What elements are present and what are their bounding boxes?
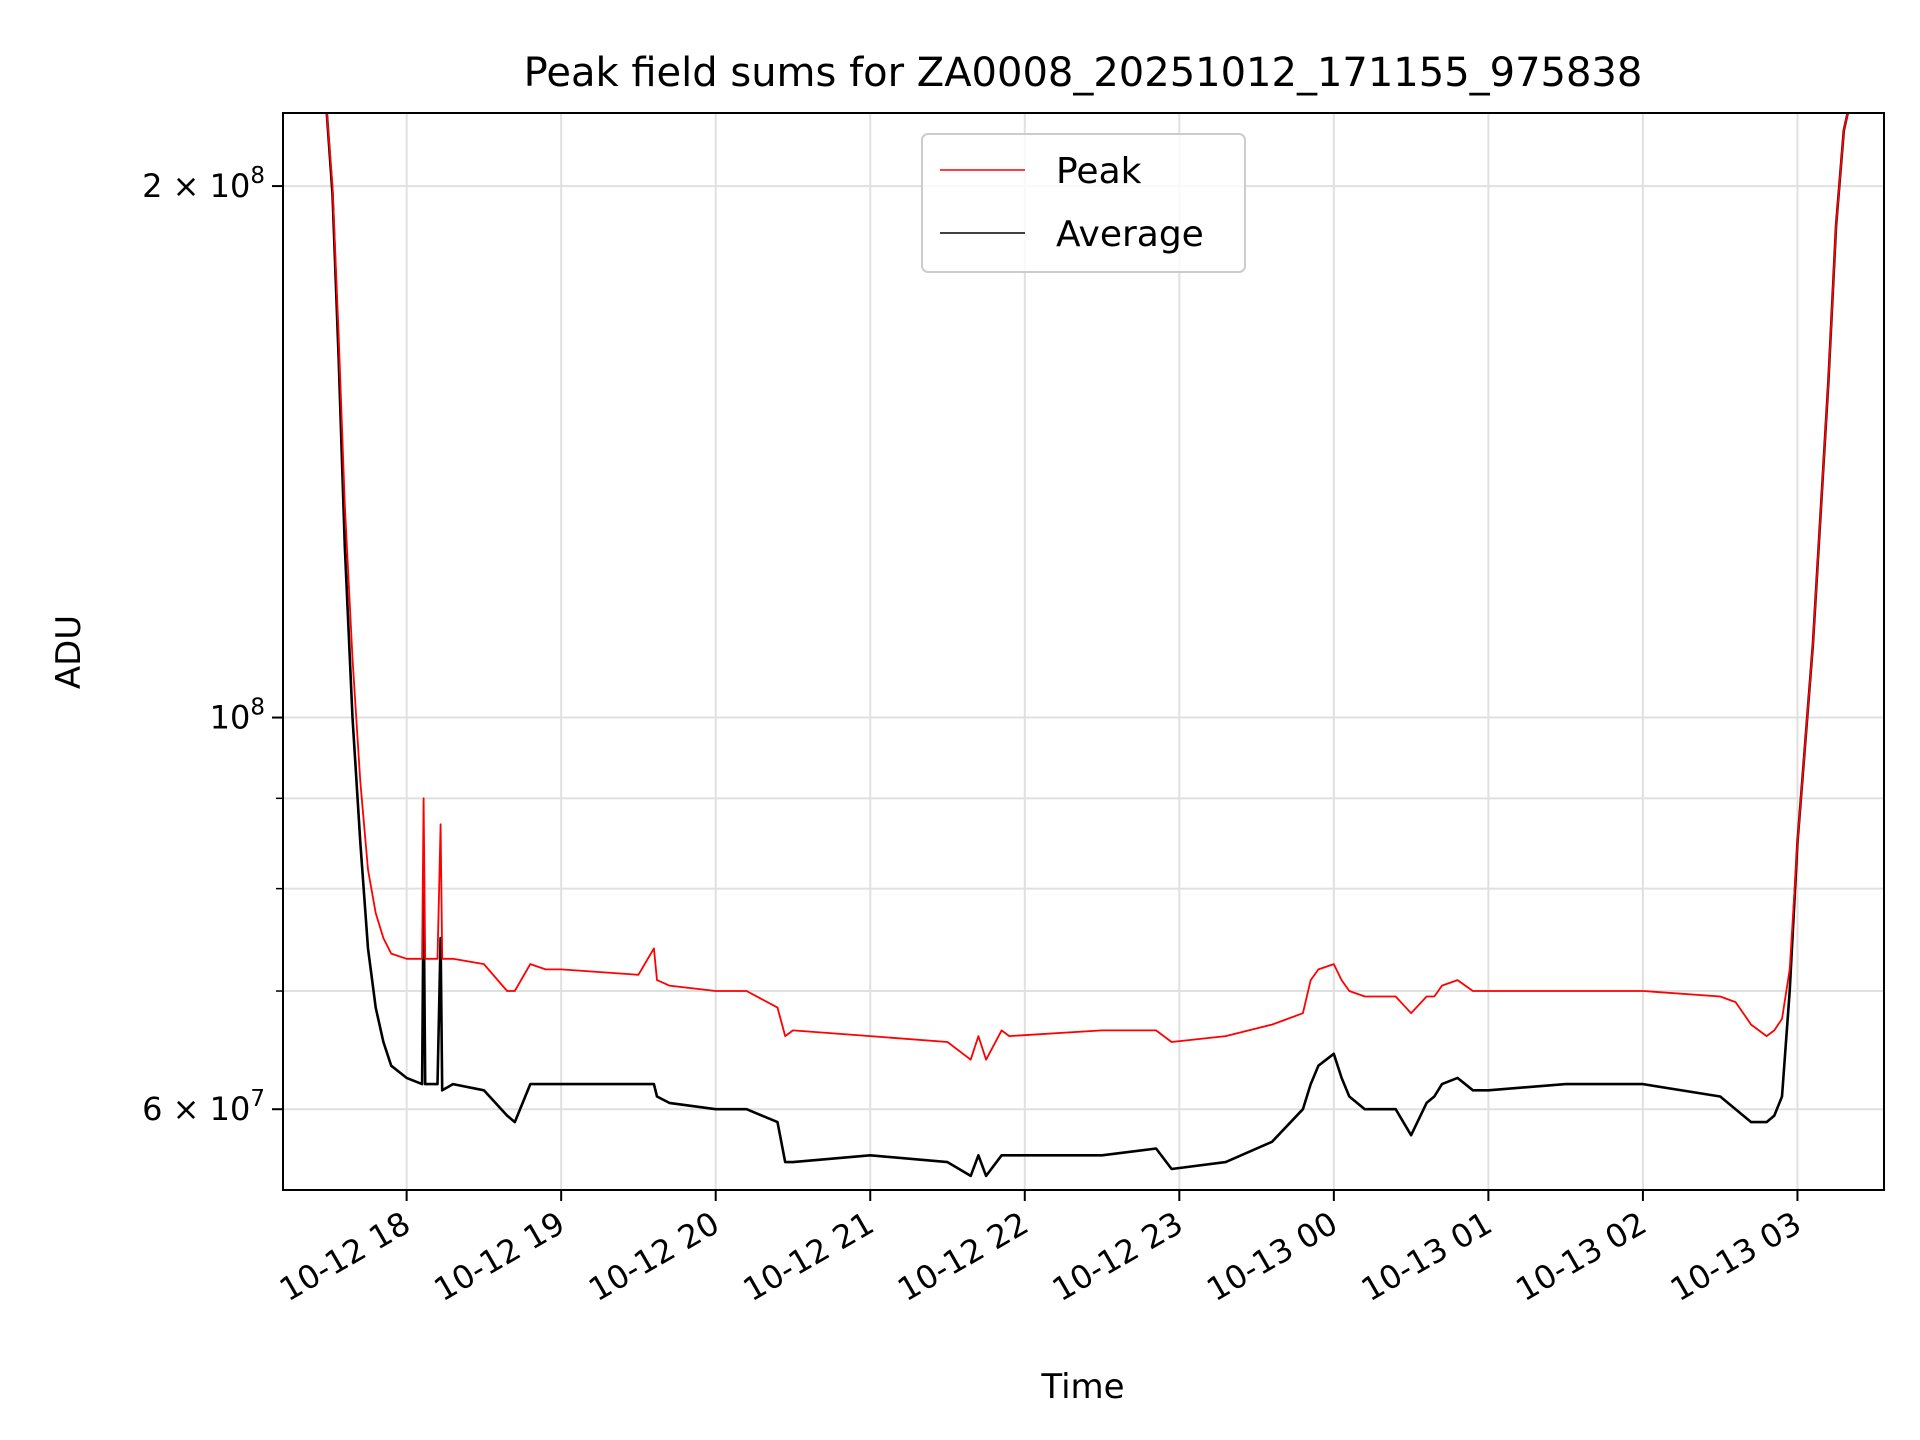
y-tick-label: 6 × 107 bbox=[142, 1086, 265, 1128]
y-axis: 6 × 107 108 2 × 108 bbox=[142, 163, 283, 1128]
y-tick-label: 108 bbox=[210, 695, 265, 737]
legend-label-peak: Peak bbox=[1056, 151, 1142, 192]
series-average bbox=[325, 113, 1850, 1178]
legend: Peak Average bbox=[921, 133, 1246, 273]
legend-label-average: Average bbox=[1056, 214, 1204, 255]
series-peak bbox=[325, 113, 1849, 1061]
y-axis-label: ADU bbox=[49, 615, 89, 689]
y-tick-label: 2 × 108 bbox=[142, 163, 265, 205]
series-layer bbox=[325, 113, 1850, 1178]
chart-title: Peak field sums for ZA0008_20251012_1711… bbox=[524, 50, 1643, 96]
x-axis-label: Time bbox=[1040, 1367, 1124, 1407]
legend-box bbox=[921, 133, 1246, 273]
plot-frame bbox=[282, 112, 1885, 1191]
